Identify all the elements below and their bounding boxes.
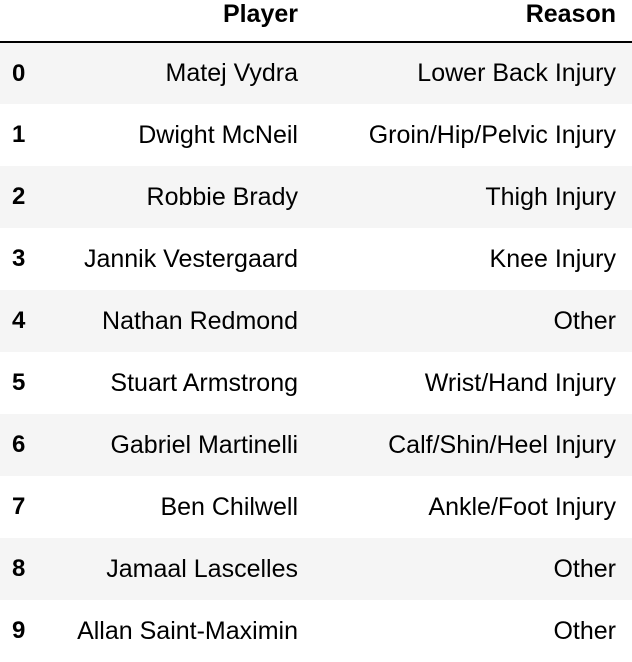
player-cell: Matej Vydra — [165, 59, 298, 87]
row-index: 6 — [12, 431, 26, 458]
table-row: 6 Gabriel Martinelli Calf/Shin/Heel Inju… — [0, 414, 632, 476]
table-row: 3 Jannik Vestergaard Knee Injury — [0, 228, 632, 290]
table-row: 2 Robbie Brady Thigh Injury — [0, 166, 632, 228]
row-index: 2 — [12, 183, 26, 210]
row-index: 9 — [12, 617, 26, 644]
player-cell: Robbie Brady — [146, 182, 298, 211]
reason-cell: Lower Back Injury — [417, 59, 616, 87]
player-cell: Stuart Armstrong — [110, 368, 298, 397]
player-cell: Ben Chilwell — [160, 492, 298, 521]
reason-cell: Other — [553, 554, 616, 583]
table-row: 4 Nathan Redmond Other — [0, 290, 632, 352]
index-column-header — [0, 0, 46, 43]
player-cell: Jamaal Lascelles — [106, 554, 298, 583]
table-body: 0 Matej Vydra Lower Back Injury 1 Dwight… — [0, 42, 632, 662]
reason-cell: Calf/Shin/Heel Injury — [388, 430, 616, 459]
table-row: 5 Stuart Armstrong Wrist/Hand Injury — [0, 352, 632, 414]
reason-cell: Thigh Injury — [485, 182, 616, 211]
player-cell: Allan Saint-Maximin — [77, 616, 298, 645]
row-index: 1 — [12, 121, 26, 148]
reason-cell: Knee Injury — [489, 244, 616, 273]
table-row: 7 Ben Chilwell Ankle/Foot Injury — [0, 476, 632, 538]
player-cell: Gabriel Martinelli — [110, 430, 298, 459]
row-index: 5 — [12, 369, 26, 396]
row-index: 0 — [12, 59, 26, 87]
player-cell: Jannik Vestergaard — [83, 244, 298, 273]
table-row: 9 Allan Saint-Maximin Other — [0, 600, 632, 662]
row-index: 7 — [12, 493, 26, 520]
player-cell: Dwight McNeil — [138, 120, 298, 149]
row-index: 3 — [12, 245, 26, 272]
header-row: Player Reason — [0, 0, 632, 43]
row-index: 8 — [12, 555, 26, 582]
reason-cell: Other — [553, 306, 616, 335]
column-header-player: Player — [46, 0, 314, 43]
reason-cell: Wrist/Hand Injury — [424, 368, 616, 397]
reason-cell: Ankle/Foot Injury — [428, 492, 616, 521]
reason-cell: Groin/Hip/Pelvic Injury — [368, 120, 616, 149]
reason-cell: Other — [553, 616, 616, 645]
row-index: 4 — [12, 307, 26, 334]
column-header-reason: Reason — [314, 0, 632, 43]
table-row: 1 Dwight McNeil Groin/Hip/Pelvic Injury — [0, 104, 632, 166]
table-header: Player Reason — [0, 0, 632, 43]
player-cell: Nathan Redmond — [102, 306, 298, 335]
table-row: 0 Matej Vydra Lower Back Injury — [0, 42, 632, 104]
table-row: 8 Jamaal Lascelles Other — [0, 538, 632, 600]
